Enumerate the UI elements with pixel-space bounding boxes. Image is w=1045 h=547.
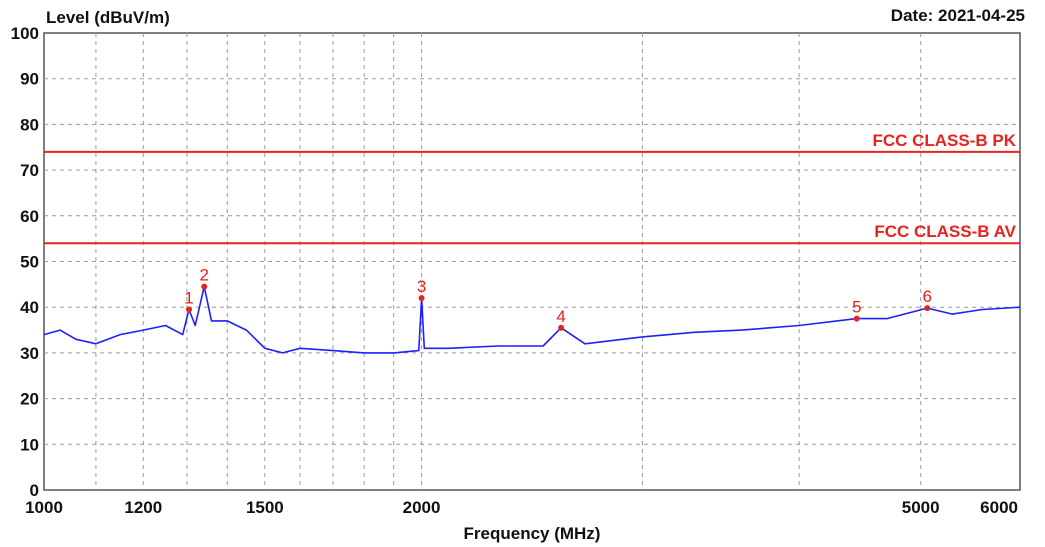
y-tick-label: 0 <box>30 481 39 500</box>
marker-point <box>924 305 931 312</box>
limit-lines: FCC CLASS-B PK FCC CLASS-B AV <box>44 131 1020 245</box>
marker-label: 1 <box>184 288 193 307</box>
limit-label: FCC CLASS-B PK <box>872 131 1016 150</box>
date-label: Date: 2021-04-25 <box>890 6 1025 25</box>
marker-label: 3 <box>417 277 426 296</box>
marker-label: 5 <box>852 298 861 317</box>
marker-point <box>201 283 208 290</box>
x-tick-label: 1000 <box>25 498 63 517</box>
x-tick-label: 5000 <box>902 498 940 517</box>
x-tick-label: 1200 <box>124 498 162 517</box>
y-tick-label: 50 <box>20 253 39 272</box>
x-tick-label: 2000 <box>403 498 441 517</box>
marker-point <box>853 315 860 322</box>
y-tick-label: 30 <box>20 344 39 363</box>
x-axis-label: Frequency (MHz) <box>464 524 601 543</box>
x-tick-label: 6000 <box>980 498 1018 517</box>
y-tick-label: 70 <box>20 161 39 180</box>
x-tick-labels: 1000 1200 1500 2000 5000 6000 <box>25 498 1018 517</box>
y-tick-label: 90 <box>20 70 39 89</box>
marker-label: 4 <box>556 307 565 326</box>
y-tick-label: 40 <box>20 298 39 317</box>
y-tick-labels: 0 10 20 30 40 50 60 70 80 90 100 <box>11 24 39 500</box>
limit-label: FCC CLASS-B AV <box>874 222 1016 241</box>
marker-label: 6 <box>923 287 932 306</box>
x-tick-label: 1500 <box>246 498 284 517</box>
markers: 12 3 4 5 6 <box>184 266 932 331</box>
marker-point <box>558 324 565 331</box>
y-tick-label: 100 <box>11 24 39 43</box>
marker-point <box>186 306 193 313</box>
y-tick-label: 10 <box>20 435 39 454</box>
y-tick-label: 80 <box>20 115 39 134</box>
measurement-trace <box>43 285 1021 354</box>
y-tick-label: 20 <box>20 390 39 409</box>
marker-label: 2 <box>199 266 208 285</box>
grid <box>44 33 1020 490</box>
y-tick-label: 60 <box>20 207 39 226</box>
marker-point <box>418 295 425 302</box>
y-axis-label: Level (dBuV/m) <box>46 8 170 27</box>
